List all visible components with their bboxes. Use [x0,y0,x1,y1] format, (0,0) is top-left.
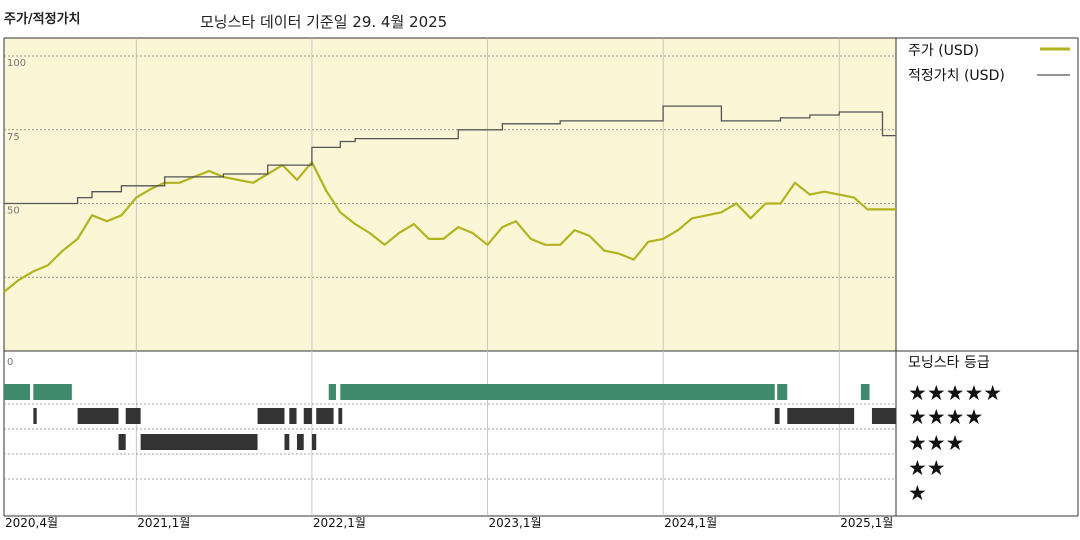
rating-bar-4-star [257,408,285,424]
x-tick-label: 2024,1월 [664,516,717,530]
y-tick-label: 75 [7,132,20,143]
legend-three-stars: ★★★ [908,431,964,455]
rating-bar-3-star [140,434,258,450]
rating-bar-5-star [860,384,870,400]
rating-bar-4-star [787,408,855,424]
rating-bar-4-star [338,408,343,424]
rating-bar-4-star [303,408,312,424]
x-tick-label: 2021,1월 [137,516,190,530]
chart-subtitle: 모닝스타 데이터 기준일 29. 4월 2025 [200,13,448,31]
rating-bar-4-star [77,408,119,424]
y-tick-label: 100 [7,58,26,69]
legend-one-star: ★ [908,481,927,505]
rating-bar-5-star [4,384,30,400]
legend-fair-value-label: 적정가치 (USD) [908,68,1005,84]
y-tick-label: 50 [7,206,20,217]
rating-bars [4,384,896,450]
rating-bar-5-star [33,384,72,400]
rating-bar-3-star [284,434,290,450]
rating-bar-4-star [125,408,141,424]
rating-bar-4-star [871,408,896,424]
legend-two-stars: ★★ [908,456,946,480]
x-axis-labels: 2020,4월 2021,1월 2022,1월 2023,1월 2024,1월 2025,… [5,516,893,530]
y-tick-label: 0 [7,357,13,368]
rating-bar-3-star [297,434,304,450]
rating-bar-4-star [774,408,780,424]
x-tick-label: 2020,4월 [5,516,58,530]
series-layer [3,105,896,293]
rating-bar-3-star [118,434,126,450]
legend: 주가 (USD) 적정가치 (USD) 모닝스타 등급 ★★★★★ ★★★★ ★… [908,43,1070,505]
rating-bar-4-star [33,408,37,424]
rating-bar-4-star [316,408,334,424]
rating-bar-5-star [340,384,775,400]
rating-bar-3-star [311,434,317,450]
rating-bar-4-star [289,408,297,424]
fair-value-line [4,105,896,205]
rating-bar-5-star [328,384,336,400]
price-line [3,161,896,293]
legend-rating-title: 모닝스타 등급 [908,355,990,371]
y-axis-ticks: 100 75 50 0 [7,58,26,368]
legend-price-label: 주가 (USD) [908,43,979,59]
x-tick-label: 2023,1월 [489,516,542,530]
x-tick-label: 2025,1월 [840,516,893,530]
x-tick-label: 2022,1월 [313,516,366,530]
legend-four-stars: ★★★★ [908,405,983,429]
price-panel-fill [4,38,896,351]
legend-five-stars: ★★★★★ [908,381,1002,405]
price-panel-background [4,38,896,351]
page-title: 주가/적정가치 [4,12,81,27]
rating-bar-5-star [777,384,788,400]
